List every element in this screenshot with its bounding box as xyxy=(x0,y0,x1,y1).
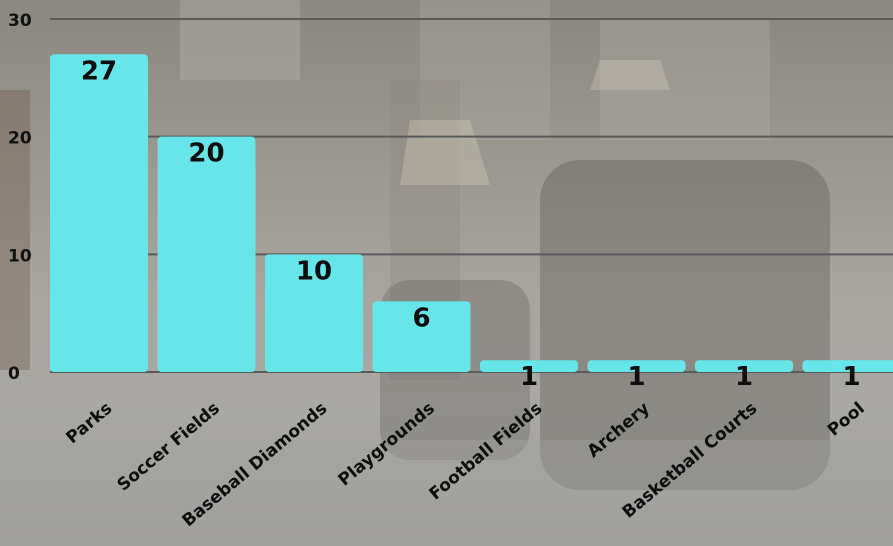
y-tick-label-30: 30 xyxy=(8,11,32,31)
x-tick-label-football-fields: Football Fields xyxy=(426,399,547,505)
y-tick-label-0: 0 xyxy=(8,364,20,384)
bar-soccer-fields xyxy=(157,136,256,372)
bar-pool xyxy=(802,360,893,372)
bar-archery xyxy=(587,360,686,372)
bar-basketball-courts xyxy=(695,360,793,372)
data-label-playgrounds: 6 xyxy=(412,303,430,333)
data-label-parks: 27 xyxy=(81,56,117,86)
y-tick-label-10: 10 xyxy=(8,246,32,266)
x-tick-label-pool: Pool xyxy=(824,399,869,441)
x-tick-label-playgrounds: Playgrounds xyxy=(335,399,439,491)
data-label-archery: 1 xyxy=(627,362,645,392)
data-label-football-fields: 1 xyxy=(520,362,538,392)
data-label-basketball-courts: 1 xyxy=(735,362,753,392)
bar-playgrounds xyxy=(372,301,471,372)
x-tick-label-soccer-fields: Soccer Fields xyxy=(114,399,224,496)
bar-baseball-diamonds xyxy=(265,254,363,372)
x-tick-label-parks: Parks xyxy=(63,399,117,449)
data-label-soccer-fields: 20 xyxy=(188,139,224,169)
data-label-baseball-diamonds: 10 xyxy=(296,256,332,286)
x-tick-label-archery: Archery xyxy=(584,399,654,462)
bar-football-fields xyxy=(480,360,578,372)
bar-parks xyxy=(50,54,148,373)
y-tick-label-20: 20 xyxy=(8,129,32,149)
data-label-pool: 1 xyxy=(842,362,860,392)
